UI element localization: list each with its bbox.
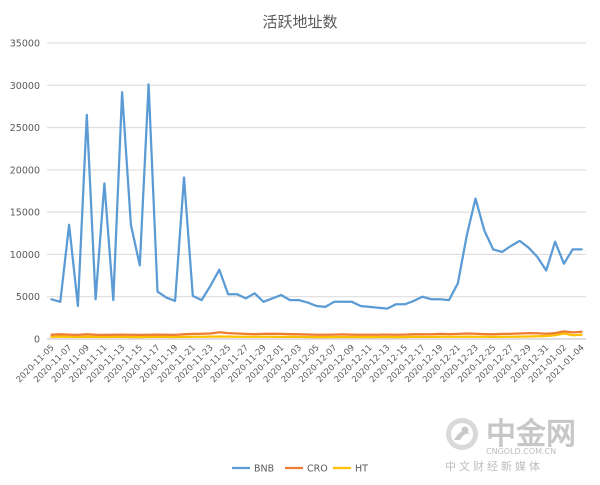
legend-label-cro: CRO bbox=[307, 464, 328, 475]
y-tick-label: 30000 bbox=[10, 81, 40, 92]
series-lines bbox=[50, 83, 583, 339]
y-tick-label: 25000 bbox=[10, 123, 40, 134]
cngold-logo-icon bbox=[446, 418, 478, 450]
y-tick-label: 5000 bbox=[16, 292, 40, 303]
y-tick-label: 10000 bbox=[10, 250, 40, 261]
legend-label-bnb: BNB bbox=[254, 464, 274, 475]
watermark-domain: CNGOLD.COM.CN bbox=[486, 447, 556, 456]
chart-title: 活跃地址数 bbox=[262, 13, 337, 31]
x-axis-tick-labels: 2020-11-052020-11-072020-11-092020-11-11… bbox=[15, 343, 587, 385]
series-line-bnb bbox=[50, 83, 583, 310]
y-tick-label: 15000 bbox=[10, 208, 40, 219]
series-line-cro bbox=[50, 330, 583, 337]
legend: BNB CRO HT bbox=[232, 464, 368, 475]
cngold-watermark: 中金网 CNGOLD.COM.CN 中文财经新媒体 bbox=[445, 417, 576, 473]
y-axis-tick-labels: 0 5000 10000 15000 20000 25000 30000 35000 bbox=[10, 39, 40, 346]
watermark-brand: 中金网 bbox=[486, 417, 576, 452]
watermark-caption: 中文财经新媒体 bbox=[445, 459, 543, 473]
y-tick-label: 20000 bbox=[10, 165, 40, 176]
legend-label-ht: HT bbox=[355, 464, 368, 475]
y-tick-label: 0 bbox=[34, 335, 40, 346]
y-tick-label: 35000 bbox=[10, 39, 40, 50]
series-line-ht bbox=[50, 332, 583, 339]
